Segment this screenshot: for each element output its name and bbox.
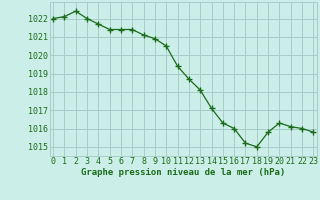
X-axis label: Graphe pression niveau de la mer (hPa): Graphe pression niveau de la mer (hPa): [81, 168, 285, 177]
